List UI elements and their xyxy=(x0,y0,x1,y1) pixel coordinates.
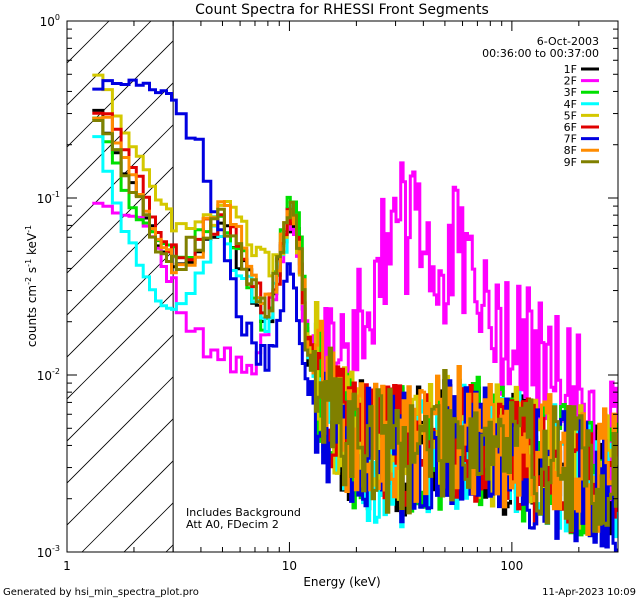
legend-entry: 5F xyxy=(564,109,599,122)
annotation-background: Includes Background xyxy=(186,506,301,519)
x-tick-label: 100 xyxy=(500,559,523,573)
legend-entry: 6F xyxy=(564,121,599,134)
hatch-line xyxy=(67,208,174,316)
y-label-base: counts cm xyxy=(25,285,39,347)
x-tick-label: 10 xyxy=(282,559,297,573)
chart-title: Count Spectra for RHESSI Front Segments xyxy=(195,2,489,18)
hatch-line xyxy=(81,460,174,552)
y-axis-label: counts cm-2 s-1 keV-1 xyxy=(24,225,39,347)
legend: 6-Oct-2003 00:36:00 to 00:37:00 1F2F3F4F… xyxy=(482,35,599,169)
plot-frame xyxy=(66,20,619,553)
y-tick-label: 10-2 xyxy=(37,367,60,383)
series-layer xyxy=(92,73,618,552)
y-label-exp-2: -1 xyxy=(24,259,33,267)
hatch-line xyxy=(67,82,174,190)
hatch-line xyxy=(67,418,174,526)
hatch-line xyxy=(67,40,174,148)
legend-label: 9F xyxy=(564,156,577,169)
legend-date: 6-Oct-2003 xyxy=(537,35,599,48)
x-tick-label: 1 xyxy=(63,559,71,573)
hatch-lines xyxy=(67,21,174,552)
legend-entry: 4F xyxy=(564,98,599,111)
legend-label: 4F xyxy=(564,98,577,111)
hatch-line xyxy=(67,250,174,358)
footer-generated-by: Generated by hsi_min_spectra_plot.pro xyxy=(3,587,199,598)
legend-label: 3F xyxy=(564,86,577,99)
series-9f xyxy=(92,119,618,533)
x-tick-labels: 1 10 100 xyxy=(63,559,523,573)
legend-label: 2F xyxy=(564,75,577,88)
footer-timestamp: 11-Apr-2023 10:09 xyxy=(542,587,636,598)
y-tick-label: 10-1 xyxy=(37,190,60,206)
legend-time-range: 00:36:00 to 00:37:00 xyxy=(482,47,599,60)
hatched-region xyxy=(67,21,174,552)
y-label-mid-1: s xyxy=(25,267,39,277)
y-label-exp-1: -2 xyxy=(24,277,33,285)
axis-ticks xyxy=(66,20,619,553)
legend-entry: 3F xyxy=(564,86,599,99)
legend-label: 1F xyxy=(564,63,577,76)
legend-label: 7F xyxy=(564,133,577,146)
legend-entry: 9F xyxy=(564,156,599,169)
series-2f xyxy=(92,161,618,502)
y-label-mid-2: keV xyxy=(25,232,39,259)
x-axis-label: Energy (keV) xyxy=(303,575,380,589)
hatch-line xyxy=(67,376,174,484)
y-tick-label: 100 xyxy=(40,13,60,29)
legend-entry: 7F xyxy=(564,133,599,146)
y-tick-label: 10-3 xyxy=(37,544,60,560)
legend-entry: 2F xyxy=(564,75,599,88)
legend-label: 5F xyxy=(564,109,577,122)
legend-label: 8F xyxy=(564,144,577,157)
y-label-exp-3: -1 xyxy=(24,225,33,233)
legend-label: 6F xyxy=(564,121,577,134)
legend-entry: 8F xyxy=(564,144,599,157)
legend-entry: 1F xyxy=(564,63,599,76)
annotation-attenuator: Att A0, FDecim 2 xyxy=(186,518,279,531)
y-tick-labels: 100 10-1 10-2 10-3 xyxy=(37,13,60,560)
